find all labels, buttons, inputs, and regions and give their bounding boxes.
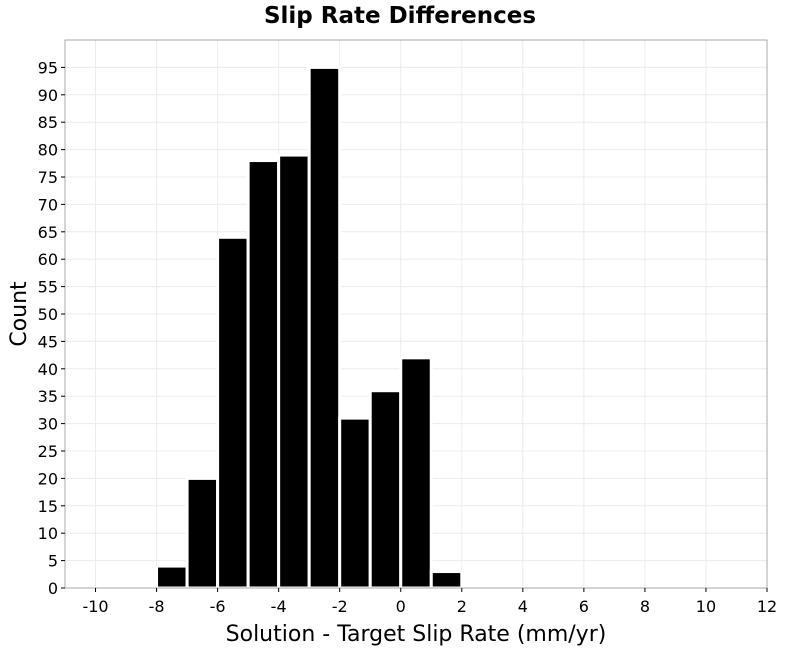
histogram-bar <box>368 389 403 590</box>
histogram-bar <box>185 476 220 590</box>
y-tick-label: 0 <box>48 579 58 598</box>
y-tick-label: 35 <box>38 387 58 406</box>
x-tick-label: -6 <box>210 597 226 616</box>
histogram-bars <box>155 65 464 590</box>
y-tick-label: 20 <box>38 469 58 488</box>
x-tick-label: 0 <box>396 597 406 616</box>
y-tick-label: 45 <box>38 332 58 351</box>
x-tick-label: 2 <box>457 597 467 616</box>
y-tick-label: 80 <box>38 141 58 160</box>
x-tick-label: 4 <box>518 597 528 616</box>
x-tick-label: 10 <box>696 597 716 616</box>
histogram-bar <box>246 159 281 590</box>
x-tick-label: 6 <box>579 597 589 616</box>
x-tick-label: 8 <box>640 597 650 616</box>
grid-lines <box>65 40 768 589</box>
chart-title: Slip Rate Differences <box>263 3 537 29</box>
x-tick-label: -10 <box>82 597 108 616</box>
histogram-bar <box>307 65 342 590</box>
x-tick-label: 12 <box>757 597 777 616</box>
x-tick-label: -2 <box>332 597 348 616</box>
histogram-bar <box>429 570 464 590</box>
y-tick-label: 85 <box>38 113 58 132</box>
y-tick-label: 15 <box>38 497 58 516</box>
x-tick-label: -4 <box>271 597 287 616</box>
y-tick-label: 40 <box>38 360 58 379</box>
histogram-bar <box>155 564 189 590</box>
histogram-bar <box>338 416 372 590</box>
y-axis-ticks: 0 5 10 15 20 25 30 35 40 45 50 55 60 65 70 75 80 85 90 95 <box>38 58 65 598</box>
y-tick-label: 55 <box>38 278 58 297</box>
x-axis-ticks: -10 -8 -6 -4 -2 0 2 4 6 8 10 12 <box>82 588 777 616</box>
y-tick-label: 60 <box>38 250 58 269</box>
x-tick-label: -8 <box>149 597 165 616</box>
histogram-bar <box>277 153 311 590</box>
histogram-bar <box>399 356 433 590</box>
y-tick-label: 25 <box>38 442 58 461</box>
y-tick-label: 30 <box>38 415 58 434</box>
y-tick-label: 10 <box>38 524 58 543</box>
y-tick-label: 50 <box>38 305 58 324</box>
histogram-bar <box>216 235 250 590</box>
y-tick-label: 5 <box>48 552 58 571</box>
y-tick-label: 90 <box>38 86 58 105</box>
y-tick-label: 70 <box>38 195 58 214</box>
x-axis-label: Solution - Target Slip Rate (mm/yr) <box>226 622 607 647</box>
y-tick-label: 95 <box>38 58 58 77</box>
y-tick-label: 75 <box>38 168 58 187</box>
y-axis-label: Count <box>7 281 32 347</box>
y-tick-label: 65 <box>38 223 58 242</box>
